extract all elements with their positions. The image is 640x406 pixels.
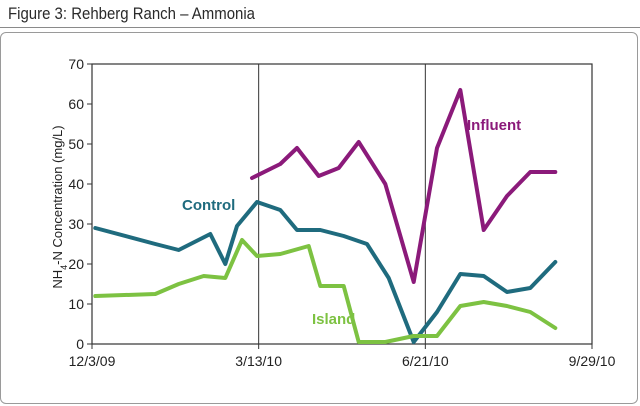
series-line-island	[93, 238, 558, 344]
y-tick-label: 20	[68, 256, 84, 272]
y-tick-label: 60	[68, 96, 84, 112]
plot-area	[91, 63, 593, 345]
y-tick-label: 0	[76, 336, 84, 352]
series-label-island: Island	[312, 311, 355, 328]
x-tick-label: 3/13/10	[235, 353, 282, 369]
y-tick-label: 50	[68, 136, 84, 152]
y-tick-label: 40	[68, 176, 84, 192]
title-divider	[0, 27, 640, 28]
x-tick-label: 6/21/10	[402, 353, 449, 369]
y-axis-label: NH4-N Concentration (mg/L)	[50, 125, 69, 288]
series-line-influent	[250, 88, 558, 284]
figure-title: Figure 3: Rehberg Ranch – Ammonia	[8, 4, 255, 23]
series-label-influent: Influent	[467, 117, 521, 134]
series-label-control: Control	[182, 197, 235, 214]
series-line-control	[93, 200, 558, 344]
y-tick-label: 70	[68, 56, 84, 72]
y-tick-label: 30	[68, 216, 84, 232]
x-tick-label: 12/3/09	[69, 353, 116, 369]
y-tick-label: 10	[68, 296, 84, 312]
x-tick-label: 9/29/10	[569, 353, 616, 369]
